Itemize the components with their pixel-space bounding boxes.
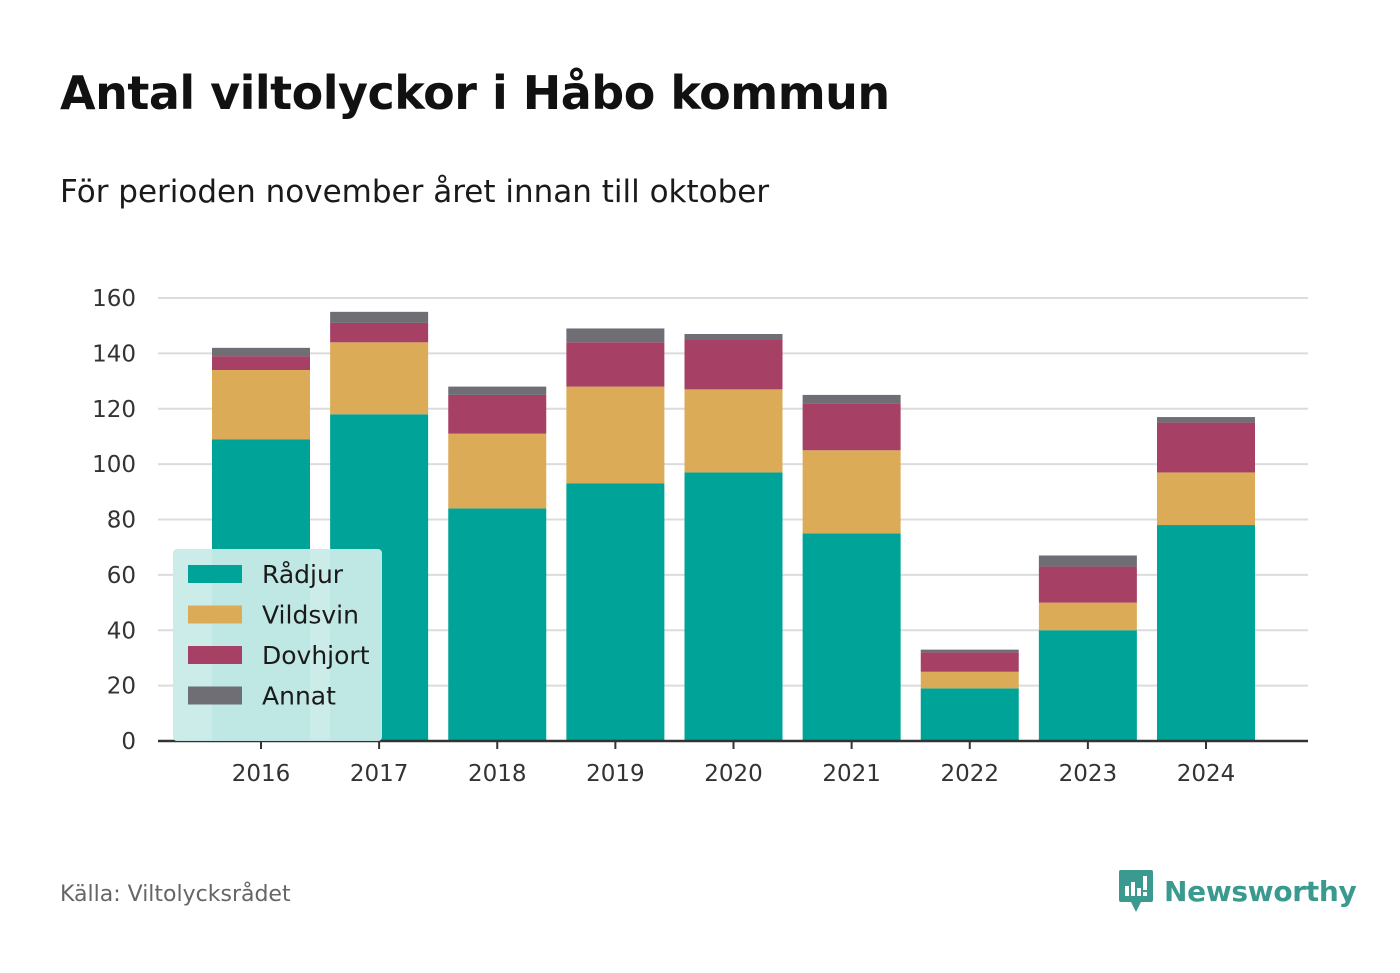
x-tick-label: 2020 bbox=[704, 761, 763, 787]
bar-vildsvin-2020 bbox=[684, 389, 783, 473]
bar-dovhjort-2017 bbox=[330, 322, 429, 343]
bar-vildsvin-2018 bbox=[448, 433, 547, 509]
bar-dovhjort-2016 bbox=[212, 356, 310, 370]
legend-swatch-rådjur bbox=[188, 565, 242, 583]
bar-annat-2018 bbox=[448, 386, 547, 395]
bar-annat-2024 bbox=[1157, 417, 1255, 423]
x-tick-label: 2016 bbox=[232, 761, 291, 787]
bar-vildsvin-2016 bbox=[212, 369, 310, 440]
bar-annat-2022 bbox=[920, 649, 1019, 653]
bar-rådjur-2020 bbox=[684, 472, 783, 741]
y-tick-label: 20 bbox=[107, 674, 136, 700]
legend-label-dovhjort: Dovhjort bbox=[262, 641, 370, 670]
bar-rådjur-2021 bbox=[802, 533, 901, 741]
y-tick-label: 160 bbox=[92, 286, 136, 312]
legend: Rådjur Vildsvin Dovhjort Annat bbox=[173, 549, 382, 741]
legend-swatch-annat bbox=[188, 686, 242, 705]
y-tick-label: 80 bbox=[107, 508, 136, 534]
legend-label-annat: Annat bbox=[262, 682, 336, 711]
bar-dovhjort-2020 bbox=[684, 339, 783, 390]
y-tick-label: 140 bbox=[92, 341, 136, 367]
x-tick-label: 2021 bbox=[822, 761, 881, 787]
bar-dovhjort-2018 bbox=[448, 394, 547, 434]
bar-dovhjort-2022 bbox=[920, 652, 1019, 672]
x-tick-label: 2024 bbox=[1177, 761, 1236, 787]
y-axis-tick-labels: 0 20 40 60 80 100 120 140 160 bbox=[92, 286, 136, 755]
x-tick-label: 2022 bbox=[940, 761, 999, 787]
y-tick-label: 120 bbox=[92, 397, 136, 423]
legend-swatch-dovhjort bbox=[188, 646, 242, 664]
y-tick-label: 100 bbox=[92, 452, 136, 478]
bar-dovhjort-2023 bbox=[1038, 566, 1137, 603]
brand-name: Newsworthy bbox=[1164, 874, 1357, 908]
source-note: Källa: Viltolycksrådet bbox=[60, 882, 291, 907]
y-tick-label: 40 bbox=[107, 618, 136, 644]
bar-annat-2016 bbox=[212, 347, 310, 357]
bar-annat-2020 bbox=[684, 333, 783, 340]
bar-annat-2023 bbox=[1038, 555, 1137, 567]
legend-label-rådjur: Rådjur bbox=[262, 560, 344, 589]
x-tick-label: 2017 bbox=[350, 761, 409, 787]
y-tick-label: 60 bbox=[107, 563, 136, 589]
bar-dovhjort-2024 bbox=[1157, 422, 1255, 473]
x-axis: 2016 2017 2018 2019 2020 2021 2022 2023 2024 bbox=[158, 739, 1308, 787]
chart-subtitle: För perioden november året innan till ok… bbox=[60, 174, 770, 210]
bar-vildsvin-2017 bbox=[330, 342, 429, 415]
bar-vildsvin-2023 bbox=[1038, 602, 1137, 631]
bar-vildsvin-2019 bbox=[566, 386, 665, 484]
bar-vildsvin-2022 bbox=[920, 671, 1019, 689]
bar-annat-2019 bbox=[566, 328, 665, 343]
bar-rådjur-2018 bbox=[448, 508, 547, 741]
bar-rådjur-2019 bbox=[566, 483, 665, 741]
bar-vildsvin-2024 bbox=[1157, 472, 1255, 526]
chart-title: Antal viltolyckor i Håbo kommun bbox=[60, 66, 890, 120]
bar-rådjur-2024 bbox=[1157, 525, 1255, 741]
newsworthy-logo-icon bbox=[1119, 870, 1153, 912]
brand-logo[interactable]: Newsworthy bbox=[1118, 868, 1357, 914]
x-tick-label: 2018 bbox=[468, 761, 527, 787]
y-tick-label: 0 bbox=[121, 729, 136, 755]
legend-swatch-vildsvin bbox=[188, 605, 242, 624]
x-tick-label: 2023 bbox=[1059, 761, 1118, 787]
bar-annat-2017 bbox=[330, 311, 429, 323]
bar-dovhjort-2021 bbox=[802, 403, 901, 451]
legend-label-vildsvin: Vildsvin bbox=[262, 601, 359, 630]
bar-dovhjort-2019 bbox=[566, 342, 665, 387]
bar-rådjur-2022 bbox=[920, 688, 1019, 741]
bar-rådjur-2023 bbox=[1038, 630, 1137, 741]
bar-vildsvin-2021 bbox=[802, 450, 901, 534]
x-tick-label: 2019 bbox=[586, 761, 645, 787]
bar-annat-2021 bbox=[802, 394, 901, 404]
